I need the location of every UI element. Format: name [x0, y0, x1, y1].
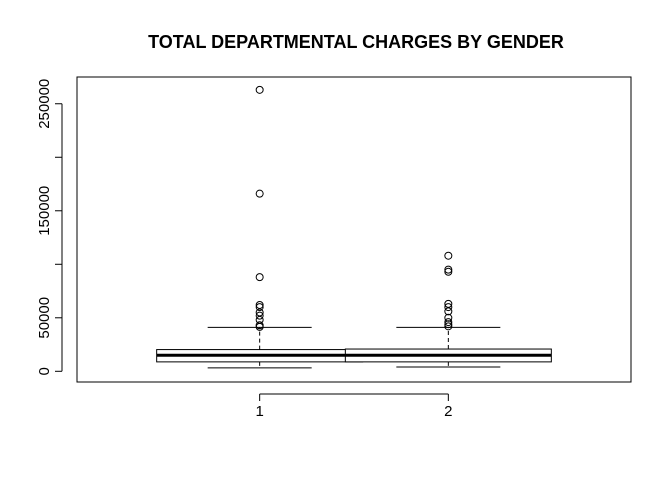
- outlier-point: [255, 311, 264, 320]
- outlier-point: [255, 85, 264, 94]
- box-group-2: [344, 251, 552, 368]
- outlier-point: [255, 273, 264, 282]
- y-tick-label: 250000: [36, 79, 53, 129]
- outlier-point: [444, 318, 453, 327]
- outlier-point: [444, 265, 453, 274]
- outlier-point: [444, 322, 453, 331]
- plot-frame: [76, 76, 632, 383]
- outlier-point: [444, 307, 453, 316]
- y-tick-label: 50000: [36, 297, 53, 339]
- outlier-point: [444, 320, 453, 329]
- y-tick-label: 150000: [36, 186, 53, 236]
- x-tick-label: 2: [444, 403, 452, 420]
- y-tick-label: 0: [36, 367, 53, 375]
- outlier-point: [444, 313, 453, 322]
- y-axis: 0 50000 150000 250000: [36, 79, 63, 375]
- chart-title: TOTAL DEPARTMENTAL CHARGES BY GENDER: [148, 32, 564, 52]
- outlier-point: [444, 303, 453, 312]
- boxes-layer: [156, 85, 552, 369]
- x-tick-label: 1: [255, 403, 263, 420]
- outlier-point: [444, 267, 453, 276]
- outlier-point: [444, 251, 453, 260]
- box-group-1: [156, 85, 364, 369]
- outlier-point: [255, 303, 264, 312]
- outlier-point: [255, 189, 264, 198]
- outlier-point: [255, 322, 264, 331]
